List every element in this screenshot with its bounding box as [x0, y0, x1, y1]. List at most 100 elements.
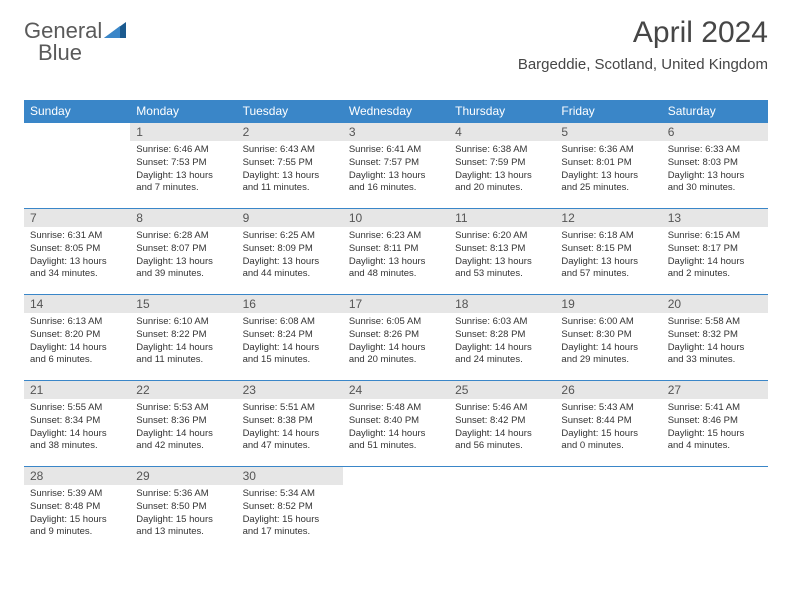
daylight-text: Daylight: 14 hours and 24 minutes. [455, 342, 549, 368]
daylight-text: Daylight: 14 hours and 47 minutes. [243, 428, 337, 454]
sunset-text: Sunset: 8:17 PM [668, 243, 762, 256]
sunrise-text: Sunrise: 5:46 AM [455, 402, 549, 415]
calendar-day-cell: 5Sunrise: 6:36 AMSunset: 8:01 PMDaylight… [555, 123, 661, 209]
day-details: Sunrise: 6:43 AMSunset: 7:55 PMDaylight:… [237, 141, 343, 199]
daylight-text: Daylight: 13 hours and 48 minutes. [349, 256, 443, 282]
daylight-text: Daylight: 14 hours and 33 minutes. [668, 342, 762, 368]
daylight-text: Daylight: 14 hours and 20 minutes. [349, 342, 443, 368]
sunset-text: Sunset: 8:42 PM [455, 415, 549, 428]
day-number: 29 [130, 467, 236, 485]
calendar-week-row: 14Sunrise: 6:13 AMSunset: 8:20 PMDayligh… [24, 295, 768, 381]
calendar-day-cell: 30Sunrise: 5:34 AMSunset: 8:52 PMDayligh… [237, 467, 343, 553]
day-number: 13 [662, 209, 768, 227]
day-details: Sunrise: 6:31 AMSunset: 8:05 PMDaylight:… [24, 227, 130, 285]
sunset-text: Sunset: 8:07 PM [136, 243, 230, 256]
sunrise-text: Sunrise: 6:38 AM [455, 144, 549, 157]
sunset-text: Sunset: 8:46 PM [668, 415, 762, 428]
sunset-text: Sunset: 8:38 PM [243, 415, 337, 428]
calendar-day-cell: 14Sunrise: 6:13 AMSunset: 8:20 PMDayligh… [24, 295, 130, 381]
calendar-day-cell [24, 123, 130, 209]
sunset-text: Sunset: 8:50 PM [136, 501, 230, 514]
day-number [24, 123, 130, 127]
day-details: Sunrise: 6:28 AMSunset: 8:07 PMDaylight:… [130, 227, 236, 285]
daylight-text: Daylight: 14 hours and 2 minutes. [668, 256, 762, 282]
calendar-day-cell: 7Sunrise: 6:31 AMSunset: 8:05 PMDaylight… [24, 209, 130, 295]
daylight-text: Daylight: 13 hours and 25 minutes. [561, 170, 655, 196]
sunrise-text: Sunrise: 5:34 AM [243, 488, 337, 501]
day-number [449, 467, 555, 471]
day-number: 17 [343, 295, 449, 313]
calendar-day-cell: 18Sunrise: 6:03 AMSunset: 8:28 PMDayligh… [449, 295, 555, 381]
day-number: 18 [449, 295, 555, 313]
day-number: 11 [449, 209, 555, 227]
day-number: 9 [237, 209, 343, 227]
sunset-text: Sunset: 8:01 PM [561, 157, 655, 170]
day-details: Sunrise: 6:38 AMSunset: 7:59 PMDaylight:… [449, 141, 555, 199]
day-details: Sunrise: 5:46 AMSunset: 8:42 PMDaylight:… [449, 399, 555, 457]
sunset-text: Sunset: 7:55 PM [243, 157, 337, 170]
calendar-day-cell: 6Sunrise: 6:33 AMSunset: 8:03 PMDaylight… [662, 123, 768, 209]
calendar-day-cell: 25Sunrise: 5:46 AMSunset: 8:42 PMDayligh… [449, 381, 555, 467]
day-details: Sunrise: 6:46 AMSunset: 7:53 PMDaylight:… [130, 141, 236, 199]
day-details: Sunrise: 5:55 AMSunset: 8:34 PMDaylight:… [24, 399, 130, 457]
sunrise-text: Sunrise: 6:46 AM [136, 144, 230, 157]
daylight-text: Daylight: 14 hours and 42 minutes. [136, 428, 230, 454]
sunrise-text: Sunrise: 6:20 AM [455, 230, 549, 243]
day-number: 26 [555, 381, 661, 399]
sunrise-text: Sunrise: 6:33 AM [668, 144, 762, 157]
daylight-text: Daylight: 14 hours and 38 minutes. [30, 428, 124, 454]
day-details: Sunrise: 6:25 AMSunset: 8:09 PMDaylight:… [237, 227, 343, 285]
sunrise-text: Sunrise: 6:28 AM [136, 230, 230, 243]
day-details: Sunrise: 5:43 AMSunset: 8:44 PMDaylight:… [555, 399, 661, 457]
month-title: April 2024 [518, 16, 768, 50]
day-details: Sunrise: 5:36 AMSunset: 8:50 PMDaylight:… [130, 485, 236, 543]
sunset-text: Sunset: 8:09 PM [243, 243, 337, 256]
sunset-text: Sunset: 8:05 PM [30, 243, 124, 256]
day-number: 23 [237, 381, 343, 399]
calendar-day-cell [555, 467, 661, 553]
calendar-day-cell: 3Sunrise: 6:41 AMSunset: 7:57 PMDaylight… [343, 123, 449, 209]
day-number: 30 [237, 467, 343, 485]
calendar-week-row: 1Sunrise: 6:46 AMSunset: 7:53 PMDaylight… [24, 123, 768, 209]
day-number: 5 [555, 123, 661, 141]
daylight-text: Daylight: 14 hours and 11 minutes. [136, 342, 230, 368]
calendar-day-cell: 12Sunrise: 6:18 AMSunset: 8:15 PMDayligh… [555, 209, 661, 295]
daylight-text: Daylight: 14 hours and 6 minutes. [30, 342, 124, 368]
sunset-text: Sunset: 8:40 PM [349, 415, 443, 428]
day-number: 25 [449, 381, 555, 399]
calendar-day-cell: 11Sunrise: 6:20 AMSunset: 8:13 PMDayligh… [449, 209, 555, 295]
day-number: 2 [237, 123, 343, 141]
day-number [662, 467, 768, 471]
sunrise-text: Sunrise: 5:43 AM [561, 402, 655, 415]
daylight-text: Daylight: 13 hours and 16 minutes. [349, 170, 443, 196]
daylight-text: Daylight: 13 hours and 39 minutes. [136, 256, 230, 282]
sunrise-text: Sunrise: 6:03 AM [455, 316, 549, 329]
sunrise-text: Sunrise: 6:41 AM [349, 144, 443, 157]
sunrise-text: Sunrise: 6:43 AM [243, 144, 337, 157]
day-details: Sunrise: 6:03 AMSunset: 8:28 PMDaylight:… [449, 313, 555, 371]
calendar-day-cell: 4Sunrise: 6:38 AMSunset: 7:59 PMDaylight… [449, 123, 555, 209]
day-details: Sunrise: 6:18 AMSunset: 8:15 PMDaylight:… [555, 227, 661, 285]
day-details: Sunrise: 5:41 AMSunset: 8:46 PMDaylight:… [662, 399, 768, 457]
day-details: Sunrise: 6:10 AMSunset: 8:22 PMDaylight:… [130, 313, 236, 371]
calendar-day-cell: 17Sunrise: 6:05 AMSunset: 8:26 PMDayligh… [343, 295, 449, 381]
daylight-text: Daylight: 15 hours and 9 minutes. [30, 514, 124, 540]
sunset-text: Sunset: 8:20 PM [30, 329, 124, 342]
daylight-text: Daylight: 14 hours and 56 minutes. [455, 428, 549, 454]
sunset-text: Sunset: 7:59 PM [455, 157, 549, 170]
day-details: Sunrise: 6:15 AMSunset: 8:17 PMDaylight:… [662, 227, 768, 285]
day-number: 16 [237, 295, 343, 313]
day-details: Sunrise: 6:36 AMSunset: 8:01 PMDaylight:… [555, 141, 661, 199]
day-details: Sunrise: 6:33 AMSunset: 8:03 PMDaylight:… [662, 141, 768, 199]
daylight-text: Daylight: 13 hours and 11 minutes. [243, 170, 337, 196]
day-number: 19 [555, 295, 661, 313]
calendar-day-cell: 23Sunrise: 5:51 AMSunset: 8:38 PMDayligh… [237, 381, 343, 467]
weekday-header: Saturday [662, 100, 768, 123]
day-number: 8 [130, 209, 236, 227]
calendar-day-cell: 22Sunrise: 5:53 AMSunset: 8:36 PMDayligh… [130, 381, 236, 467]
sunrise-text: Sunrise: 6:31 AM [30, 230, 124, 243]
calendar-day-cell: 24Sunrise: 5:48 AMSunset: 8:40 PMDayligh… [343, 381, 449, 467]
weekday-header: Sunday [24, 100, 130, 123]
daylight-text: Daylight: 13 hours and 20 minutes. [455, 170, 549, 196]
day-details: Sunrise: 6:00 AMSunset: 8:30 PMDaylight:… [555, 313, 661, 371]
